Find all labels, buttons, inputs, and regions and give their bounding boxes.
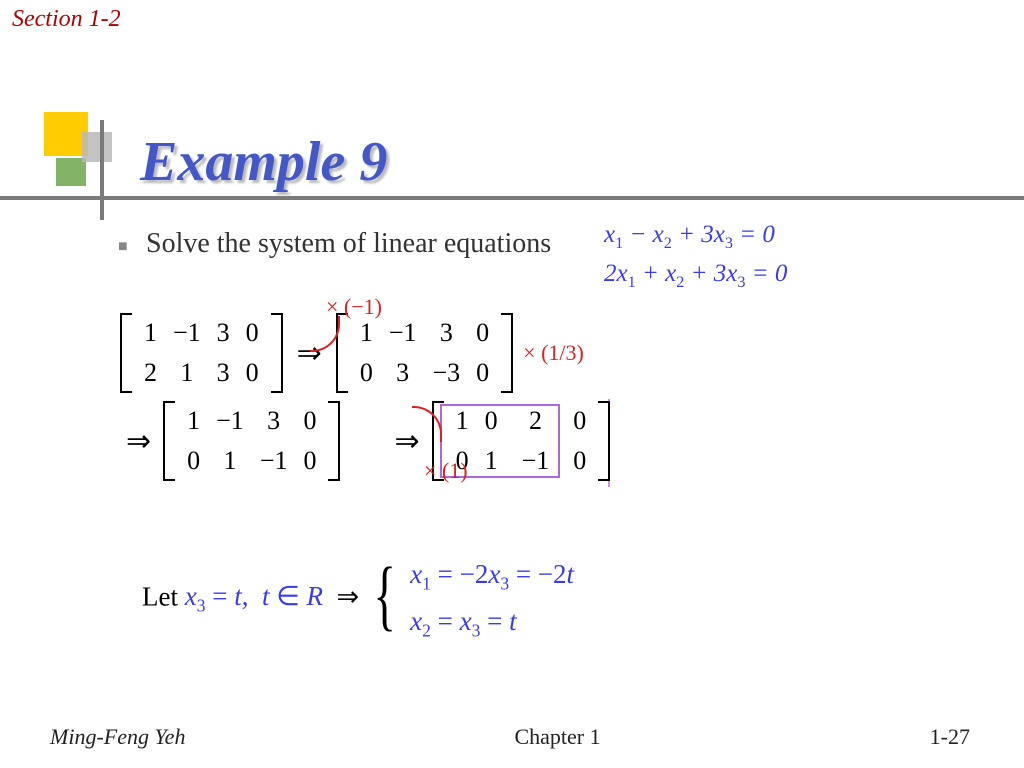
- reduction-row-2: ⇒ 1 0 −1 1 3 −1 0 0 ⇒ 1 0: [120, 398, 940, 484]
- cell: 0: [238, 358, 267, 388]
- decor-square-green: [56, 158, 86, 186]
- brace-icon: {: [373, 556, 395, 634]
- cell: 1: [352, 318, 381, 348]
- cell: 2: [136, 358, 165, 388]
- row-reduction-area: 1 2 −1 1 3 3 0 0 ⇒ 1 0 −1 3 3 −3: [120, 310, 940, 484]
- slide-title: Example 9: [140, 130, 387, 194]
- slide-footer: Ming-Feng Yeh Chapter 1 1-27: [0, 724, 1024, 750]
- row-op-annotation-1: × (−1): [326, 294, 382, 320]
- cell: 0: [179, 446, 208, 476]
- equation-line-1: x1 − x2 + 3x3 = 0: [604, 216, 787, 255]
- footer-author: Ming-Feng Yeh: [50, 724, 185, 750]
- cell: 0: [468, 358, 497, 388]
- cell: 1: [179, 406, 208, 436]
- let-text: Let: [142, 581, 185, 611]
- section-label: Section 1-2: [12, 6, 121, 33]
- arrow-icon: ⇒: [120, 424, 163, 459]
- matrix-2: 1 0 −1 3 3 −3 0 0: [336, 313, 513, 393]
- reduction-row-1: 1 2 −1 1 3 3 0 0 ⇒ 1 0 −1 3 3 −3: [120, 310, 940, 396]
- cell: 1: [208, 446, 252, 476]
- cell: −1: [252, 446, 296, 476]
- cell: 3: [424, 318, 468, 348]
- solution-eq-1: x1 = −2x3 = −2t: [410, 552, 574, 599]
- solution-eq-2: x2 = x3 = t: [410, 599, 574, 646]
- matrix-3: 1 0 −1 1 3 −1 0 0: [163, 401, 340, 481]
- cell: 3: [209, 318, 238, 348]
- arrow-icon: ⇒: [337, 581, 360, 611]
- cell: 0: [468, 318, 497, 348]
- cell: 0: [295, 446, 324, 476]
- cell: 3: [381, 358, 425, 388]
- row-op-annotation-2: × (1/3): [523, 340, 584, 366]
- cell: 0: [565, 406, 594, 436]
- cell: 0: [352, 358, 381, 388]
- aug-separator: [608, 399, 610, 487]
- system-equations: x1 − x2 + 3x3 = 0 2x1 + x2 + 3x3 = 0: [604, 216, 787, 295]
- footer-page: 1-27: [930, 724, 970, 750]
- solution-line: Let x3 = t, t ∈ R ⇒ { x1 = −2x3 = −2t x2…: [142, 552, 574, 646]
- cell: 0: [565, 446, 594, 476]
- cell: 1: [136, 318, 165, 348]
- bullet-text: Solve the system of linear equations: [146, 228, 551, 260]
- cell: −1: [381, 318, 425, 348]
- cell: −3: [424, 358, 468, 388]
- footer-chapter: Chapter 1: [514, 724, 600, 750]
- title-rule-vertical: [100, 120, 104, 220]
- row-op-annotation-3: × (1): [424, 458, 468, 484]
- cell: 3: [252, 406, 296, 436]
- title-rule-horizontal: [0, 196, 1024, 200]
- cell: 1: [165, 358, 209, 388]
- cell: 0: [295, 406, 324, 436]
- matrix-1: 1 2 −1 1 3 3 0 0: [120, 313, 283, 393]
- cell: 3: [209, 358, 238, 388]
- cell: 0: [238, 318, 267, 348]
- equation-line-2: 2x1 + x2 + 3x3 = 0: [604, 255, 787, 294]
- let-math: x3 = t, t ∈ R: [185, 581, 323, 611]
- cell: −1: [208, 406, 252, 436]
- cell: −1: [165, 318, 209, 348]
- decor-square-gray: [82, 132, 112, 162]
- slide: { "section_label": "Section 1-2", "title…: [0, 0, 1024, 768]
